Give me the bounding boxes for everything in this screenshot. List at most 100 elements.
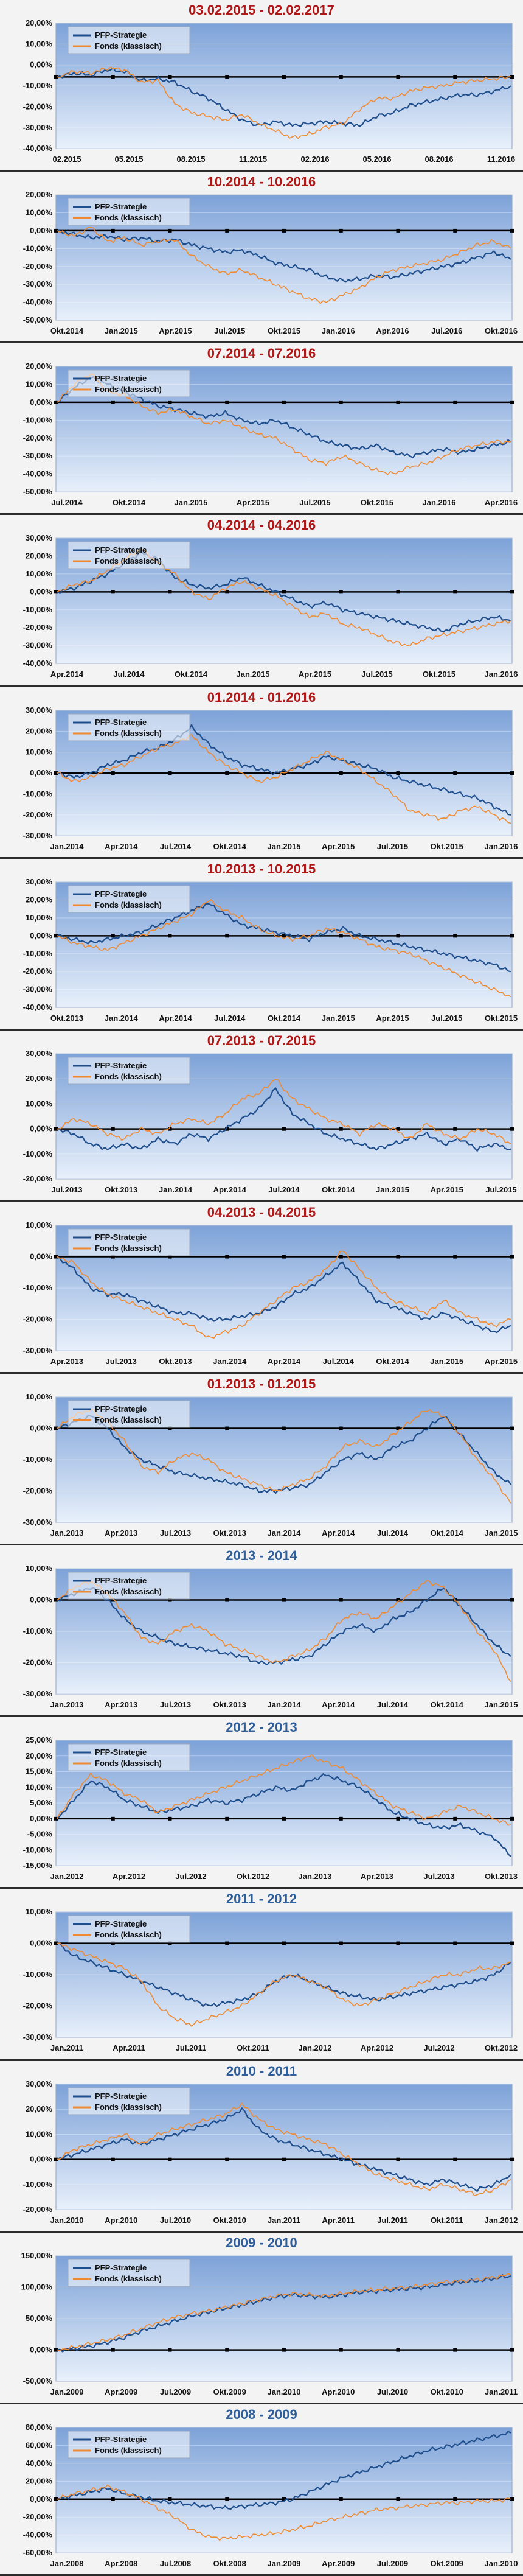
chart-panel: 2010 - 2011 30,00% 20,00% 10,00% 0,00% -10,00… [0,2060,523,2233]
x-tick-label: Jul.2014 [377,1528,409,1538]
series-line-fonds [57,1754,511,1826]
series-line-pfp [57,2431,511,2510]
baseline-marker [510,1598,514,1602]
x-tick-label: Jan.2015 [237,670,270,679]
x-tick-label: Apr.2014 [322,1700,355,1709]
baseline-marker [168,2348,172,2352]
chart-title: 2008 - 2009 [226,2406,297,2422]
baseline-marker [225,771,229,775]
x-tick-label: Jul.2013 [423,1872,454,1881]
y-tick-label: -5,00% [27,1830,53,1839]
legend-label: Fonds (klassisch) [95,1587,162,1596]
baseline-marker [339,933,343,937]
legend-label: Fonds (klassisch) [95,2274,162,2283]
baseline-marker [396,2157,400,2161]
x-tick-label: 08.2016 [425,155,454,164]
y-tick-label: 5,00% [30,1798,52,1807]
y-tick-label: -20,00% [23,433,53,443]
y-tick-label: -10,00% [23,81,53,90]
series-line-fonds [57,1942,511,2028]
y-tick-label: 0,00% [30,1595,52,1605]
x-tick-label: Okt.2015 [485,1013,518,1023]
legend-label: Fonds (klassisch) [95,2446,162,2455]
baseline-marker [396,1127,400,1131]
baseline-marker [282,1941,286,1945]
series-line-pfp [57,1942,511,2007]
chart-title: 01.2014 - 01.2016 [207,689,316,705]
x-tick-label: Jan.2014 [159,1185,193,1194]
legend-label: Fonds (klassisch) [95,41,162,51]
legend-box [68,2259,190,2287]
chart-title: 07.2014 - 07.2016 [207,346,316,362]
chart-title: 2013 - 2014 [226,1548,297,1564]
x-tick-label: Jul.2012 [423,2044,454,2053]
baseline-marker [168,590,172,594]
baseline-marker [396,2497,400,2501]
baseline-marker [282,1426,286,1430]
baseline-marker [339,771,343,775]
x-tick-label: Jul.2013 [160,1528,191,1538]
legend-box [68,1400,190,1428]
chart-panel: 01.2013 - 01.2015 10,00% 0,00% -10,00% -20,0… [0,1374,523,1546]
legend-label: PFP-Strategie [95,1919,147,1928]
x-tick-label: Apr.2009 [322,2559,355,2568]
baseline-marker [168,1941,172,1945]
legend-label: Fonds (klassisch) [95,213,162,222]
x-tick-label: Jul.2015 [431,1013,462,1023]
x-tick-label: Jan.2016 [485,842,518,851]
x-tick-label: Okt.2009 [213,2387,246,2396]
y-tick-label: -10,00% [23,1455,53,1464]
x-tick-label: Apr.2008 [105,2559,137,2568]
y-tick-label: -20,00% [23,262,53,271]
baseline-marker [111,1255,115,1259]
x-tick-label: Okt.2013 [213,1700,246,1709]
baseline-marker [339,2497,343,2501]
baseline-marker [453,933,457,937]
y-tick-label: 30,00% [26,1049,53,1058]
x-tick-label: Jan.2015 [485,1700,518,1709]
y-tick-label: 0,00% [30,1424,52,1433]
baseline-marker [510,1817,514,1821]
x-tick-label: Jul.2015 [214,326,245,335]
y-tick-label: 10,00% [26,1564,53,1573]
x-tick-label: Jan.2015 [322,1013,355,1023]
legend-box [68,198,190,226]
chart-title: 04.2014 - 04.2016 [207,517,316,533]
series-line-pfp [57,1773,511,1857]
y-tick-label: 60,00% [26,2440,53,2449]
x-tick-label: Apr.2011 [113,2044,145,2053]
baseline-marker [54,2348,58,2352]
y-tick-label: -30,00% [23,1346,53,1355]
x-tick-label: Jan.2011 [50,2044,83,2053]
baseline-marker [282,401,286,405]
y-tick-label: -15,00% [23,1861,53,1870]
series-line-fonds [57,1250,511,1339]
y-tick-label: 10,00% [26,747,53,756]
baseline-marker [54,771,58,775]
legend-box [68,541,190,569]
series-line-fonds [57,2273,511,2351]
x-tick-label: Jul.2013 [51,1185,82,1194]
x-tick-label: Jan.2011 [268,2216,300,2225]
series-line-pfp [57,1256,511,1334]
y-tick-label: 20,00% [26,895,53,904]
chart-svg: 30,00% 20,00% 10,00% 0,00% -10,00% -20,00% -30… [23,705,518,851]
x-tick-label: Okt.2014 [113,498,146,507]
baseline-marker [111,75,115,79]
x-tick-label: Apr.2014 [105,842,138,851]
baseline-marker [453,1127,457,1131]
chart-svg: 150,00% 100,00% 50,00% 0,00% -50,00% Jan.2009… [21,2251,518,2396]
x-tick-label: Apr.2013 [361,1872,393,1881]
x-tick-label: Jul.2015 [377,842,408,851]
baseline-marker [54,1255,58,1259]
y-tick-label: -30,00% [23,831,53,840]
x-tick-label: Apr.2015 [431,1185,463,1194]
baseline-marker [54,2497,58,2501]
x-tick-label: Okt.2012 [237,1872,269,1881]
baseline-marker [339,1598,343,1602]
legend-box [68,26,190,54]
baseline-marker [225,1598,229,1602]
chart-svg: 20,00% 10,00% 0,00% -10,00% -20,00% -30,00% -4… [23,190,518,335]
x-tick-label: Okt.2013 [105,1185,137,1194]
x-tick-label: Jan.2016 [322,326,355,335]
